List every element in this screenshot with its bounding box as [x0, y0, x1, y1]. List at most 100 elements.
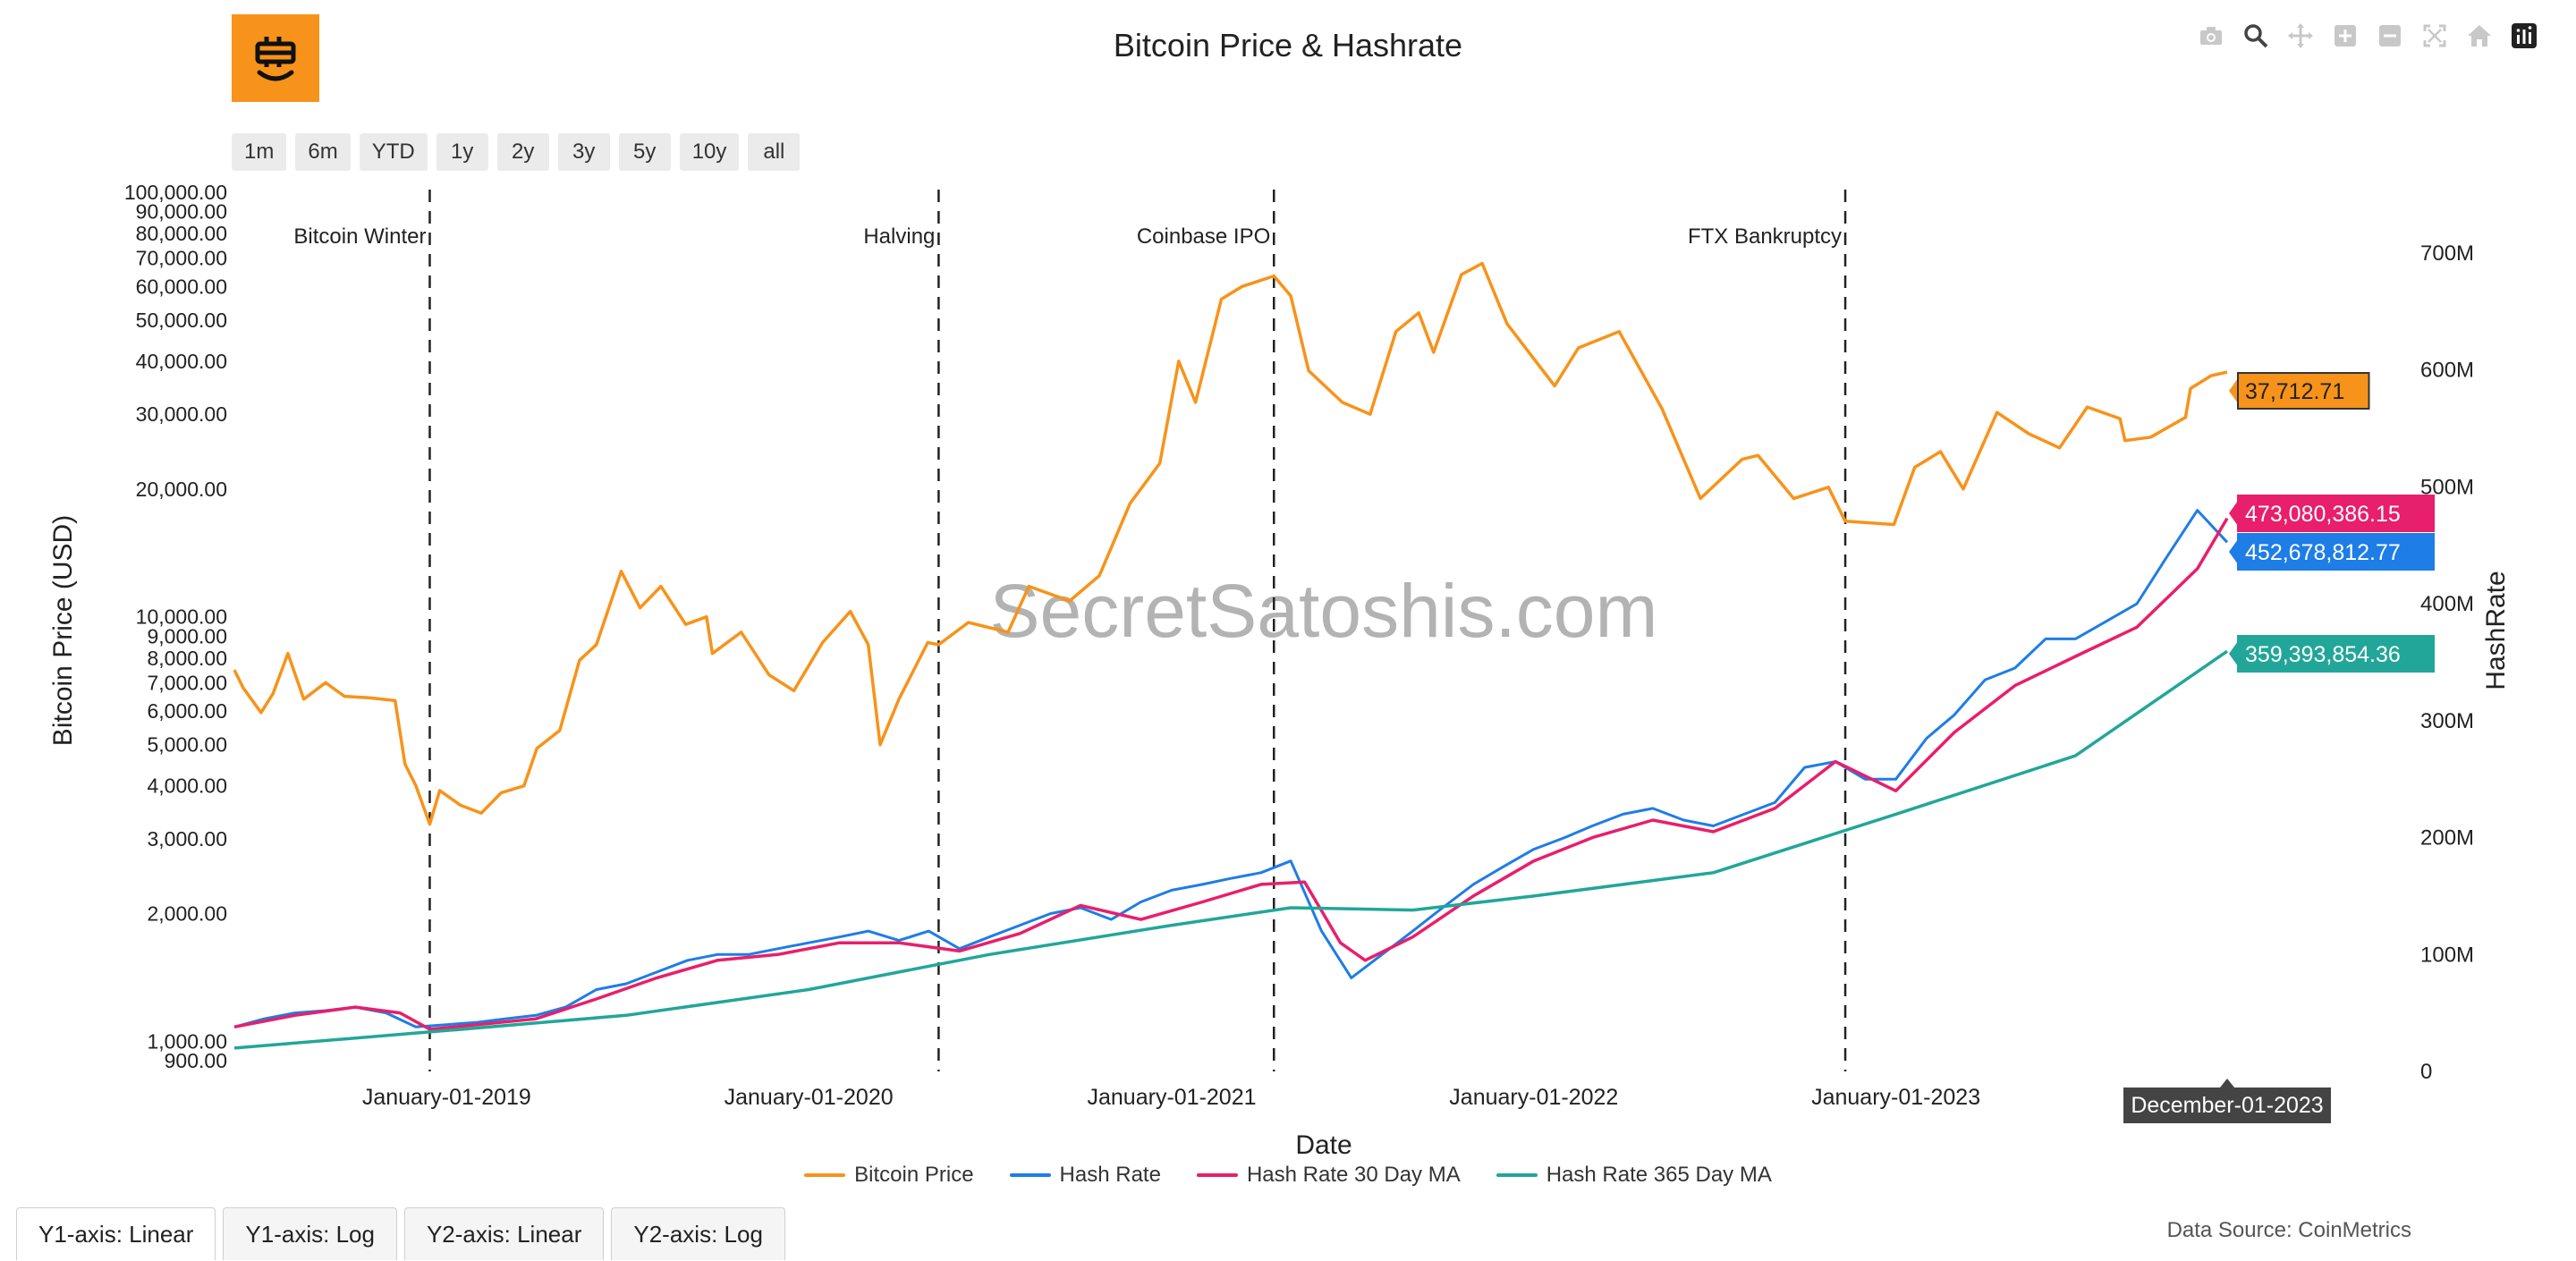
end-label-pointer: [2229, 539, 2239, 564]
end-label-text: 452,678,812.77: [2245, 540, 2401, 565]
legend-label: Hash Rate: [1059, 1163, 1161, 1187]
range-button-ytd[interactable]: YTD: [359, 133, 428, 171]
bitcoin-smile-icon: [255, 37, 296, 81]
hover-label-text: December-01-2023: [2131, 1093, 2323, 1118]
end-label-box: [2237, 372, 2370, 410]
legend-swatch: [804, 1173, 846, 1177]
range-button-6m[interactable]: 6m: [295, 133, 351, 171]
end-label-text: 37,712.71: [2245, 379, 2344, 404]
y-tick-label: 80,000.00: [136, 222, 227, 245]
event-label: Coinbase IPO: [1137, 224, 1270, 249]
chart-legend: Bitcoin Price Hash Rate Hash Rate 30 Day…: [0, 1163, 2576, 1188]
watermark: SecretSatoshis.com: [990, 569, 1658, 653]
y2-axis-title: HashRate: [2481, 571, 2511, 690]
zoom-icon[interactable]: [2240, 20, 2272, 52]
y-tick-label: 8,000.00: [147, 647, 227, 670]
legend-swatch: [1496, 1173, 1538, 1177]
y-tick-label: 100,000.00: [124, 181, 227, 204]
series-line-hash-rate: [233, 509, 2229, 1028]
legend-label: Hash Rate 30 Day MA: [1246, 1163, 1461, 1187]
tab-y2-linear[interactable]: Y2-axis: Linear: [403, 1207, 605, 1260]
event-label: FTX Bankruptcy: [1688, 224, 1842, 249]
zoom-in-icon[interactable]: [2329, 20, 2361, 52]
end-label-box: [2237, 533, 2436, 571]
chart-toolbar: [2195, 16, 2540, 55]
reset-home-icon[interactable]: [2463, 20, 2496, 52]
x-tick-label: January-01-2021: [1088, 1085, 1257, 1110]
range-button-5y[interactable]: 5y: [618, 133, 671, 171]
y-tick-label: 40,000.00: [136, 350, 227, 373]
y-tick-label: 20,000.00: [136, 478, 227, 501]
x-tick-label: January-01-2023: [1811, 1085, 1980, 1110]
camera-icon[interactable]: [2195, 20, 2227, 52]
tab-y1-log[interactable]: Y1-axis: Log: [223, 1207, 397, 1260]
range-selector: 1m 6m YTD 1y 2y 3y 5y 10y all: [232, 133, 801, 171]
y-tick-label: 70,000.00: [136, 247, 227, 270]
y2-tick-label: 0: [2420, 1060, 2432, 1084]
tab-y2-log[interactable]: Y2-axis: Log: [611, 1207, 785, 1260]
legend-item-hash-rate-30-day-ma[interactable]: Hash Rate 30 Day MA: [1196, 1163, 1461, 1188]
y2-tick-label: 300M: [2420, 709, 2474, 733]
hover-label-box: [2123, 1088, 2332, 1123]
y-tick-label: 2,000.00: [147, 902, 227, 926]
x-tick-label: January-01-2020: [724, 1085, 894, 1110]
y2-tick-label: 600M: [2420, 359, 2474, 383]
end-label-text: 473,080,386.15: [2245, 502, 2401, 527]
legend-label: Bitcoin Price: [854, 1163, 974, 1187]
series-line-hash-rate-30-day-ma: [233, 517, 2229, 1031]
x-axis-title: Date: [1295, 1130, 1352, 1160]
range-button-10y[interactable]: 10y: [679, 133, 740, 171]
end-label-text: 359,393,854.36: [2245, 642, 2401, 667]
series-line-hash-rate-365-day-ma: [233, 649, 2228, 1050]
y-tick-label: 9,000.00: [147, 624, 227, 647]
zoom-out-icon[interactable]: [2374, 20, 2406, 52]
y-tick-label: 1,000.00: [147, 1029, 227, 1053]
y-tick-label: 7,000.00: [147, 671, 227, 694]
end-label-pointer: [2229, 501, 2239, 526]
x-tick-label: January-01-2019: [362, 1085, 531, 1110]
range-button-2y[interactable]: 2y: [496, 133, 549, 171]
event-label: Bitcoin Winter: [293, 224, 426, 249]
legend-swatch: [1009, 1173, 1051, 1177]
pan-icon[interactable]: [2284, 20, 2317, 52]
y-tick-label: 30,000.00: [136, 402, 227, 426]
y-tick-label: 50,000.00: [136, 309, 227, 332]
legend-item-bitcoin-price[interactable]: Bitcoin Price: [804, 1163, 974, 1188]
legend-swatch: [1196, 1173, 1238, 1177]
y-tick-label: 60,000.00: [136, 275, 227, 298]
y-tick-label: 3,000.00: [147, 827, 227, 851]
range-button-1m[interactable]: 1m: [232, 133, 287, 171]
y2-tick-label: 700M: [2420, 241, 2474, 266]
y-axis-title: Bitcoin Price (USD): [48, 515, 78, 746]
range-button-3y[interactable]: 3y: [557, 133, 610, 171]
y-tick-label: 5,000.00: [147, 733, 227, 757]
axis-scale-tabs: Y1-axis: Linear Y1-axis: Log Y2-axis: Li…: [16, 1207, 785, 1260]
y-tick-label: 90,000.00: [136, 200, 227, 224]
end-label-box: [2237, 635, 2436, 673]
end-label-box: [2237, 495, 2436, 532]
y2-tick-label: 400M: [2420, 592, 2474, 616]
autoscale-icon[interactable]: [2419, 20, 2451, 52]
end-label-pointer: [2229, 378, 2239, 403]
legend-item-hash-rate-365-day-ma[interactable]: Hash Rate 365 Day MA: [1496, 1163, 1772, 1188]
hover-pointer: [2220, 1079, 2235, 1088]
tab-y1-linear[interactable]: Y1-axis: Linear: [16, 1207, 216, 1260]
y-tick-label: 4,000.00: [147, 774, 227, 798]
y2-tick-label: 100M: [2420, 943, 2474, 967]
end-label-pointer: [2229, 641, 2239, 666]
range-button-1y[interactable]: 1y: [436, 133, 488, 171]
y2-tick-label: 200M: [2420, 826, 2474, 851]
series-line-bitcoin-price: [233, 261, 2228, 826]
chart-title: Bitcoin Price & Hashrate: [1113, 27, 1463, 63]
y-tick-label: 10,000.00: [136, 605, 227, 629]
chart-plot[interactable]: SecretSatoshis.com Bitcoin Winter Halving…: [0, 0, 2576, 1163]
x-tick-label: January-01-2022: [1449, 1085, 1618, 1110]
data-source-note: Data Source: CoinMetrics: [2166, 1218, 2411, 1242]
y-tick-label: 900.00: [165, 1049, 227, 1072]
brand-logo: [232, 14, 319, 102]
range-button-all[interactable]: all: [748, 133, 801, 171]
legend-label: Hash Rate 365 Day MA: [1546, 1163, 1772, 1187]
plotly-logo-icon[interactable]: [2508, 20, 2540, 52]
legend-item-hash-rate[interactable]: Hash Rate: [1009, 1163, 1161, 1188]
event-label: Halving: [863, 224, 935, 249]
